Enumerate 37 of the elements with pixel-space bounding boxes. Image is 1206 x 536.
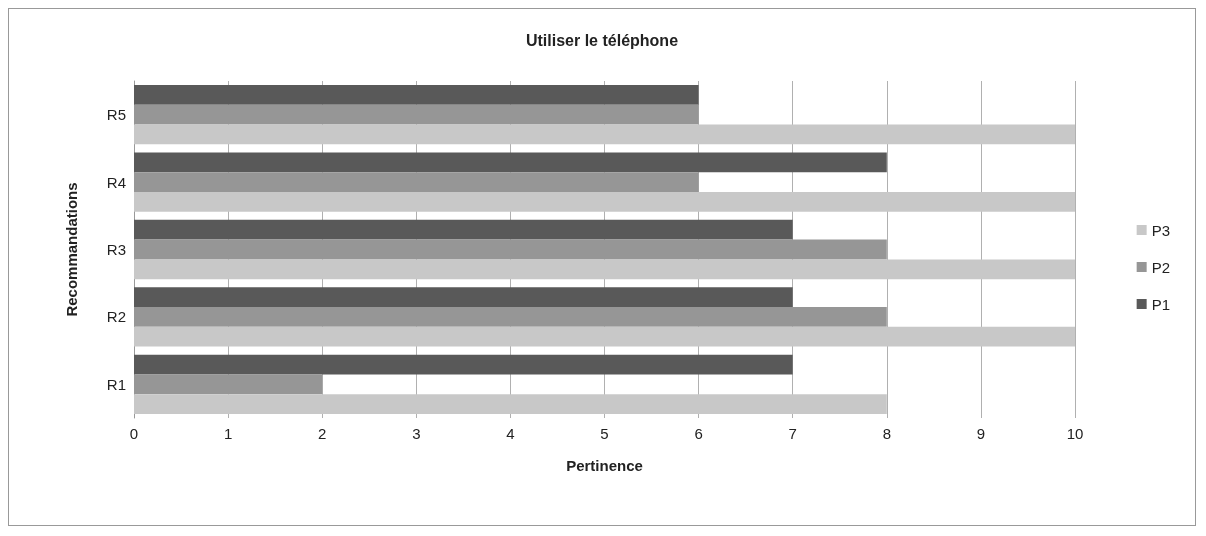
x-tick-label: 6	[694, 425, 703, 442]
bar	[134, 259, 1075, 280]
bar	[134, 85, 699, 105]
y-tick-label: R4	[106, 173, 126, 191]
bar	[134, 394, 887, 414]
x-tick-label: 8	[882, 425, 891, 442]
x-axis-title: Pertinence	[566, 457, 643, 474]
bar	[134, 326, 1075, 347]
x-tick-label: 10	[1066, 425, 1084, 442]
legend-label: P1	[1151, 295, 1171, 313]
bar	[134, 219, 793, 240]
bar	[134, 239, 887, 260]
x-tick-label: 2	[318, 425, 327, 442]
bar	[134, 374, 323, 395]
chart-title: Utiliser le téléphone	[525, 31, 679, 49]
x-tick-label: 4	[506, 425, 515, 442]
x-tick-label: 0	[129, 425, 139, 442]
bar	[134, 152, 887, 173]
bar	[134, 104, 699, 125]
y-axis-title: Recommandations	[63, 182, 80, 317]
legend-label: P3	[1151, 221, 1171, 239]
x-tick-label: 7	[788, 425, 797, 442]
legend-label: P2	[1151, 258, 1171, 276]
bar	[134, 307, 887, 327]
bar	[134, 287, 793, 308]
x-tick-label: 9	[976, 425, 986, 442]
y-tick-label: R5	[106, 106, 126, 124]
bar	[134, 191, 1075, 212]
bar	[134, 354, 793, 375]
x-tick-label: 5	[600, 425, 609, 442]
y-tick-label: R3	[106, 241, 126, 258]
x-tick-label: 3	[412, 425, 421, 442]
bar	[134, 172, 699, 192]
bar	[134, 124, 1075, 145]
y-tick-label: R2	[106, 308, 126, 326]
y-tick-label: R1	[106, 375, 126, 393]
x-tick-label: 1	[223, 425, 233, 442]
